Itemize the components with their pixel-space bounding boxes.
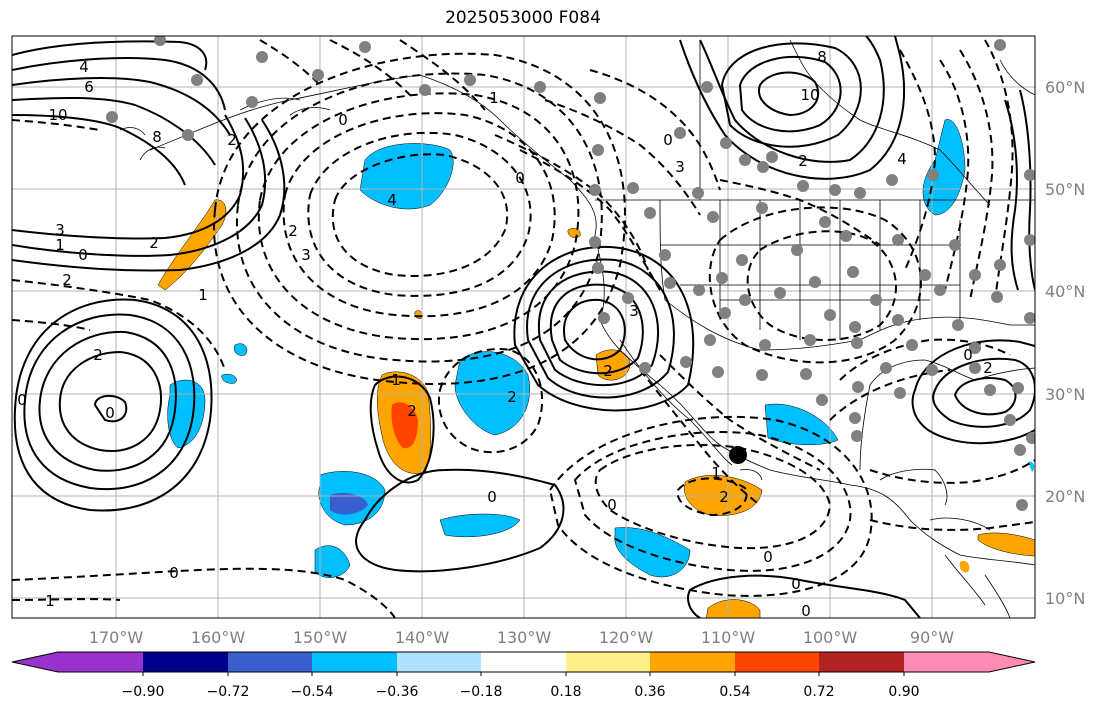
contour-label: 0 [663,131,673,149]
latitude-labels: 60°N 50°N 40°N 30°N 20°N 10°N [1045,78,1085,608]
contour-label: 0 [791,575,801,593]
highlighted-station-marker [729,446,747,464]
contour-label: 2 [288,222,298,240]
contour-label: 0 [487,488,497,506]
contour-label: 1 [45,592,55,610]
lon-label: 100°W [803,628,858,647]
lon-label: 130°W [497,628,552,647]
contour-label: 4 [387,191,397,209]
colorbar-segment [397,652,481,672]
contour-label: 2 [507,388,517,406]
contour-label: 1 [391,371,401,389]
contour-label: 0 [515,169,525,187]
colorbar-segment [566,652,650,672]
contour-label: 0 [105,404,115,422]
lat-label: 50°N [1045,180,1085,199]
contour-label: 1 [711,464,721,482]
colorbar-tick-label: −0.72 [207,684,250,700]
contour-label: 0 [607,496,617,514]
colorbar-tick-label: −0.36 [376,684,419,700]
colorbar-segment [143,652,228,672]
contour-labels: 4 6 10 8 2 3 1 0 0 2 4 3 2 2 1 0 8 10 2 … [17,48,993,620]
contour-label: 2 [149,234,159,252]
contour-label: 1 [489,89,499,107]
contour-label: 0 [338,111,348,129]
contour-label: 3 [629,302,639,320]
lat-label: 40°N [1045,282,1085,301]
colorbar-tick-label: 0.36 [634,684,665,700]
colorbar-outline [11,651,1036,673]
lat-label: 20°N [1045,487,1085,506]
contour-label: 4 [79,58,89,76]
lon-label: 110°W [701,628,756,647]
map-frame [11,35,1036,619]
lon-label: 140°W [395,628,450,647]
contour-label: 2 [719,488,729,506]
contour-label: 10 [48,106,67,124]
colorbar-tick-labels: −0.90 −0.72 −0.54 −0.36 −0.18 0.18 0.36 … [122,684,920,700]
colorbar-segment [904,652,989,672]
contour-label: 0 [78,246,88,264]
lon-label: 120°W [599,628,654,647]
contour-label: 0 [801,602,811,620]
longitude-labels: 170°W 160°W 150°W 140°W 130°W 120°W 110°… [89,628,954,647]
contour-label: 3 [301,246,311,264]
colorbar-tick-label: 0.18 [550,684,581,700]
colorbar-tick-label: 0.72 [803,684,834,700]
lat-label: 10°N [1045,589,1085,608]
contour-label: 4 [897,150,907,168]
contour-label: 2 [983,359,993,377]
colorbar-tick-label: 0.54 [719,684,750,700]
lat-label: 30°N [1045,385,1085,404]
contour-label: 2 [93,346,103,364]
colorbar-extend-max [989,652,1035,672]
contour-label: 8 [152,128,162,146]
contour-label: 8 [817,48,827,66]
colorbar-segment [312,652,397,672]
contour-label: 0 [169,564,179,582]
contour-label: 2 [798,152,808,170]
colorbar-tick-label: −0.54 [291,684,334,700]
contour-label: 2 [62,271,72,289]
graticule [12,36,1035,618]
contour-label: 0 [963,346,973,364]
colorbar-tick-label: −0.18 [460,684,503,700]
lon-label: 150°W [293,628,348,647]
map-title: 2025053000 F084 [445,8,601,28]
contour-label: 6 [84,78,94,96]
contour-label: 1 [55,236,65,254]
lon-label: 160°W [191,628,246,647]
lon-label: 170°W [89,628,144,647]
colorbar-extend-min [12,652,58,672]
colorbar-tick-label: −0.90 [122,684,165,700]
contour-label: 0 [763,548,773,566]
contour-label: 0 [17,391,27,409]
contours-dashed [12,39,1035,618]
station-markers [106,36,1035,511]
lon-label: 90°W [910,628,954,647]
contours-solid [12,36,1035,618]
lat-label: 60°N [1045,78,1085,97]
contour-label: 1 [198,286,208,304]
colorbar-segment [819,652,904,672]
contour-label: 2 [407,402,417,420]
colorbar-segment [58,652,143,672]
colorbar-segment [228,652,312,672]
colorbar-tick-label: 0.90 [888,684,919,700]
contour-label: 2 [227,131,237,149]
colorbar-segment [481,652,566,672]
contour-label: 3 [55,221,65,239]
shaded-anomalies [157,119,1035,618]
colorbar [11,651,1036,676]
contour-label: 10 [800,86,819,104]
colorbar-segment [650,652,735,672]
colorbar-segment [735,652,819,672]
contour-label: 2 [603,362,613,380]
contour-label: 3 [675,158,685,176]
